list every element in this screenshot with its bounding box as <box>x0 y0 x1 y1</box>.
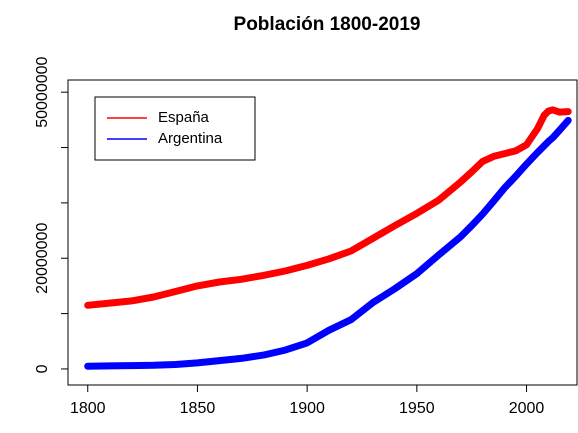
legend-label: España <box>158 109 210 126</box>
y-tick-label: 0 <box>34 364 51 373</box>
y-tick-label: 20000000 <box>34 223 51 294</box>
legend-box <box>94 96 256 161</box>
x-tick-label: 1800 <box>70 400 106 417</box>
y-tick-label: 50000000 <box>34 56 51 127</box>
legend: España Argentina <box>94 96 256 161</box>
x-tick-label: 1900 <box>289 400 325 417</box>
legend-label: Argentina <box>158 130 223 147</box>
series-line <box>84 106 572 309</box>
x-tick-label: 1950 <box>399 400 435 417</box>
x-tick-label: 1850 <box>180 400 216 417</box>
chart-title: Población 1800-2019 <box>234 14 421 35</box>
series-line <box>84 116 572 370</box>
x-tick-label: 2000 <box>509 400 545 417</box>
